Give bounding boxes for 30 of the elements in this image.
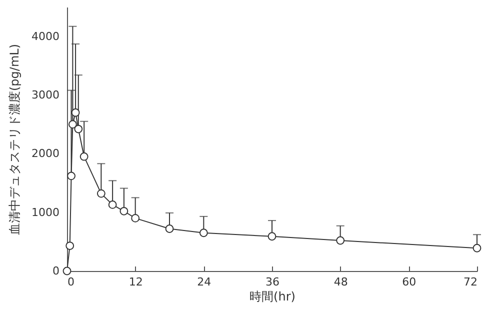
y-tick-label: 1000	[32, 206, 60, 219]
point	[131, 214, 140, 222]
point	[472, 244, 482, 252]
point	[71, 108, 80, 117]
y-tick-label: 2000	[32, 147, 60, 160]
point	[108, 200, 117, 209]
point	[62, 266, 72, 276]
x-axis-title: 時間(hr)	[250, 290, 296, 304]
x-tick-label: 48	[334, 276, 348, 288]
point	[67, 172, 76, 180]
x-tick-label: 0	[68, 276, 74, 288]
point	[199, 228, 208, 238]
x-tick-label: 12	[128, 276, 143, 288]
y-tick-label: 0	[52, 264, 60, 278]
point	[68, 120, 77, 129]
point	[165, 224, 174, 233]
x-tick-label: 36	[266, 276, 280, 288]
point	[66, 242, 74, 250]
y-tick-label: 3000	[32, 88, 60, 102]
y-tick-label: 4000	[32, 30, 60, 43]
y-axis-title: 血清中デュタステリド濃度(pg/mL)	[8, 44, 22, 236]
point	[120, 206, 128, 216]
point	[74, 124, 83, 134]
point	[80, 152, 88, 161]
x-tick-label: 72	[464, 276, 478, 288]
x-tick-label: 24	[197, 276, 212, 288]
point	[268, 232, 276, 241]
point	[96, 189, 106, 198]
x-tick-label: 60	[402, 276, 416, 288]
point	[336, 236, 345, 245]
